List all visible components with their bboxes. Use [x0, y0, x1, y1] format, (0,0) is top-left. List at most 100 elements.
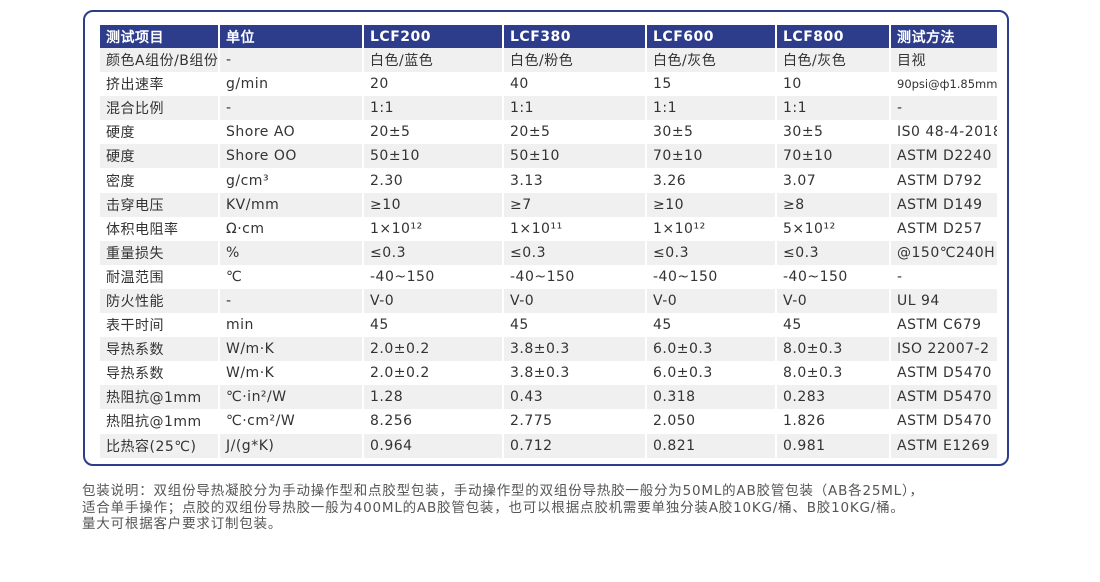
table-cell: 45: [775, 313, 890, 338]
table-cell: 8.256: [362, 409, 503, 434]
table-cell: ASTM D5470: [889, 385, 997, 410]
table-cell: 1.28: [362, 385, 503, 410]
header-cell: LCF600: [645, 25, 776, 48]
table-cell: 8.0±0.3: [775, 337, 890, 362]
table-cell: 20±5: [362, 120, 503, 145]
table-cell: V-0: [362, 288, 503, 314]
note-line: 包装说明：双组份导热凝胶分为手动操作型和点胶型包装，手动操作型的双组份导热胶一般…: [82, 483, 924, 499]
table-cell: 0.964: [362, 433, 503, 458]
table-cell: 3.8±0.3: [502, 361, 646, 386]
table-cell: 15: [645, 72, 776, 97]
table-cell: min: [218, 313, 363, 338]
table-cell: 2.0±0.2: [362, 361, 503, 386]
table-cell: @150℃240H: [889, 240, 997, 265]
table-cell: 0.318: [645, 385, 776, 410]
table-cell: -: [218, 48, 363, 73]
table-row: 导热系数 W/m·K 2.0±0.2 3.8±0.3 6.0±0.3 8.0±0.3 ISO…: [98, 337, 997, 362]
table-cell: 1×10¹²: [645, 216, 776, 241]
table-cell: 20: [362, 72, 503, 97]
table-cell: 3.07: [775, 168, 890, 193]
table-cell: J/(g*K): [218, 433, 363, 458]
table-cell: 6.0±0.3: [645, 361, 776, 386]
table-cell: UL 94: [889, 288, 997, 314]
table-cell: 10: [775, 72, 890, 97]
table-cell: 白色/灰色: [645, 48, 776, 73]
table-cell: ≥10: [645, 192, 776, 217]
table-cell: 45: [362, 313, 503, 338]
header-cell: LCF800: [775, 25, 890, 48]
table-cell: 30±5: [775, 120, 890, 145]
table-cell: 耐温范围: [98, 264, 219, 289]
table-cell: g/min: [218, 72, 363, 97]
table-cell: 3.13: [502, 168, 646, 193]
table-cell: ASTM D792: [889, 168, 997, 193]
table-cell: 30±5: [645, 120, 776, 145]
table-cell: 70±10: [645, 144, 776, 169]
table-cell: 0.712: [502, 433, 646, 458]
table-cell: Shore OO: [218, 144, 363, 169]
table-row: 表干时间 min 45 45 45 45 ASTM C679: [98, 313, 997, 338]
table-cell: ≥7: [502, 192, 646, 217]
note-line: 适合单手操作；点胶的双组份导热胶一般为400ML的AB胶管包装，也可以根据点胶机…: [82, 499, 905, 516]
table-cell: 2.0±0.2: [362, 337, 503, 362]
table-cell: 90psi@ф1.85mm: [889, 72, 997, 97]
table-cell: KV/mm: [218, 192, 363, 217]
spec-table: 测试项目 单位 LCF200 LCF380 LCF600 LCF800 测试方法 颜色A组份…: [98, 25, 997, 458]
table-cell: 表干时间: [98, 313, 219, 338]
table-cell: 白色/蓝色: [362, 48, 503, 73]
table-cell: ≤0.3: [645, 240, 776, 265]
table-cell: ISO 22007-2: [889, 337, 997, 362]
panel: [83, 10, 1009, 466]
table-cell: 硬度: [98, 144, 219, 169]
table-cell: 白色/粉色: [502, 48, 646, 73]
table-cell: 1:1: [645, 96, 776, 121]
table-cell: 5×10¹²: [775, 216, 890, 241]
table-cell: 20±5: [502, 120, 646, 145]
table-cell: 击穿电压: [98, 192, 219, 217]
table-cell: 45: [645, 313, 776, 338]
table-cell: 1.826: [775, 409, 890, 434]
table-cell: 2.050: [645, 409, 776, 434]
table-cell: -: [889, 264, 997, 289]
header-cell: LCF380: [502, 25, 646, 48]
table-cell: 6.0±0.3: [645, 337, 776, 362]
table-cell: 热阻抗@1mm: [98, 385, 219, 410]
header-row: 测试项目 单位 LCF200 LCF380 LCF600 LCF800 测试方法: [98, 25, 997, 48]
table-cell: 密度: [98, 168, 219, 193]
table-body: 颜色A组份/B组份 - 白色/蓝色 白色/粉色 白色/灰色 白色/灰色 目视 挤出速率 g/mi…: [98, 48, 997, 458]
table-cell: ℃·in²/W: [218, 385, 363, 410]
table-cell: 白色/灰色: [775, 48, 890, 73]
table-cell: 导热系数: [98, 337, 219, 362]
table-cell: 防火性能: [98, 288, 219, 314]
table-cell: 挤出速率: [98, 72, 219, 97]
table-cell: ASTM D149: [889, 192, 997, 217]
table-row: 重量损失% ≤0.3 ≤0.3 ≤0.3 ≤0.3 @150℃240H: [98, 240, 997, 265]
table-cell: 混合比例: [98, 96, 219, 121]
table-cell: ℃·cm²/W: [218, 409, 363, 434]
header-cell: 测试项目: [98, 25, 219, 48]
table-cell: -40~150: [645, 264, 776, 289]
table-cell: ASTM C679: [889, 313, 997, 338]
table-cell: 45: [502, 313, 646, 338]
table-cell: ASTM D257: [889, 216, 997, 241]
table-cell: ℃: [218, 264, 363, 289]
table-cell: ≥8: [775, 192, 890, 217]
table-cell: ≤0.3: [502, 240, 646, 265]
table-cell: 70±10: [775, 144, 890, 169]
table-row: 密度 g/cm³ 2.30 3.13 3.26 3.07 ASTM D792: [98, 168, 997, 193]
table-cell: 3.8±0.3: [502, 337, 646, 362]
table-row: 击穿电压 KV/mm ≥10 ≥7 ≥10 ≥8 ASTM D149: [98, 192, 997, 217]
table-row: 导热系数 W/m·K 2.0±0.2 3.8±0.3 6.0±0.3 8.0±0.3 AST…: [98, 361, 997, 386]
table-cell: V-0: [645, 288, 776, 314]
table-cell: 1:1: [362, 96, 503, 121]
table-row: 挤出速率 g/min 20 40 15 10 90psi@ф1.85mm: [98, 72, 997, 97]
table-row: 比热容(25℃) J/(g*K) 0.964 0.712 0.821 0.981 ASTM …: [98, 433, 997, 458]
table-cell: V-0: [502, 288, 646, 314]
table-cell: -40~150: [502, 264, 646, 289]
table-cell: 0.43: [502, 385, 646, 410]
table-cell: ≤0.3: [775, 240, 890, 265]
table-cell: 体积电阻率: [98, 216, 219, 241]
table-cell: -: [218, 96, 363, 121]
table-cell: ASTM D2240: [889, 144, 997, 169]
